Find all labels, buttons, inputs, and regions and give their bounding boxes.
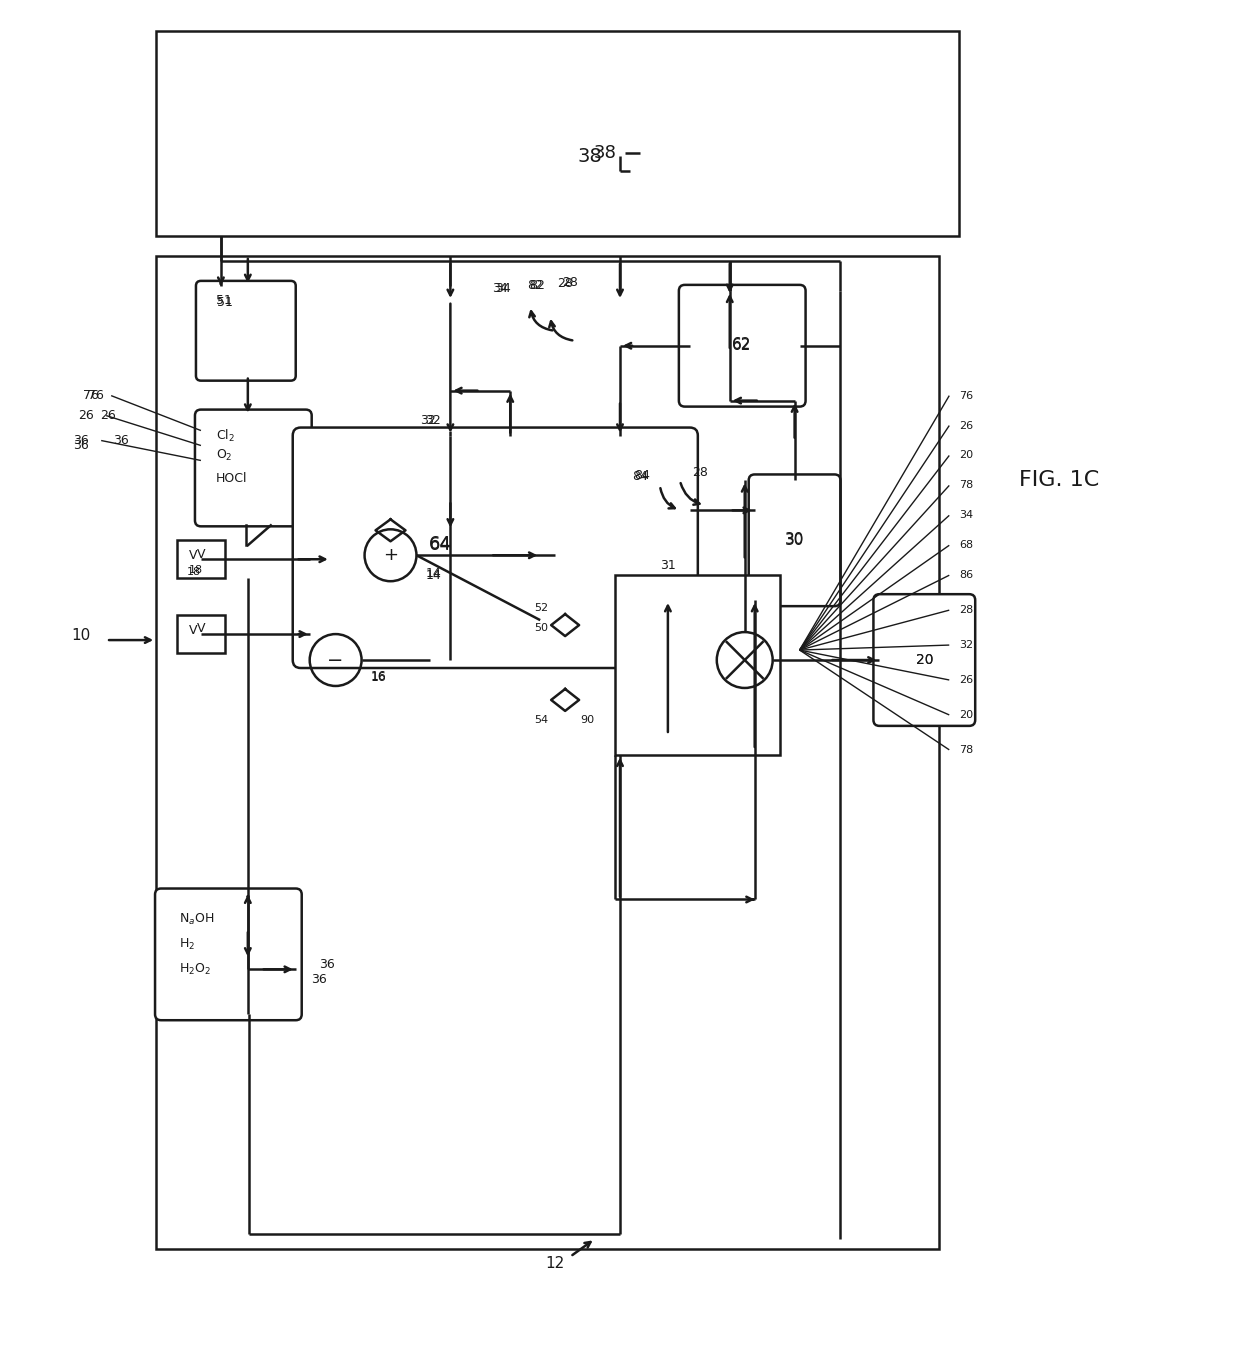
- Text: 82: 82: [529, 279, 546, 293]
- Text: 84: 84: [634, 469, 650, 483]
- FancyBboxPatch shape: [873, 594, 975, 725]
- Text: FIG. 1C: FIG. 1C: [1019, 470, 1099, 491]
- Text: 51: 51: [217, 297, 233, 309]
- Text: 34: 34: [960, 511, 973, 520]
- Text: 26: 26: [100, 408, 117, 422]
- Text: 14: 14: [425, 566, 441, 580]
- FancyBboxPatch shape: [195, 410, 311, 526]
- Text: 76: 76: [960, 391, 973, 400]
- Text: 16: 16: [371, 670, 387, 683]
- Text: Cl$_2$: Cl$_2$: [216, 427, 234, 443]
- Text: 31: 31: [660, 558, 676, 572]
- Text: 30: 30: [785, 532, 805, 547]
- Text: 32: 32: [419, 414, 435, 427]
- Text: N$_a$OH: N$_a$OH: [179, 911, 215, 927]
- Text: H$_2$O$_2$: H$_2$O$_2$: [179, 961, 211, 977]
- Bar: [177, 615, 224, 652]
- Text: 28: 28: [557, 278, 573, 290]
- Bar: [615, 576, 780, 755]
- Text: V: V: [197, 621, 206, 635]
- Text: 12: 12: [546, 1256, 564, 1271]
- Text: 16: 16: [371, 671, 387, 685]
- Text: 52: 52: [534, 603, 548, 613]
- Text: 51: 51: [216, 294, 232, 307]
- Text: 38: 38: [578, 147, 603, 166]
- FancyBboxPatch shape: [155, 888, 301, 1020]
- Text: 78: 78: [960, 480, 973, 491]
- Text: 90: 90: [580, 714, 594, 725]
- Text: V: V: [188, 624, 197, 636]
- Text: O$_2$: O$_2$: [216, 448, 232, 464]
- Text: 82: 82: [527, 279, 543, 293]
- Text: 84: 84: [632, 470, 647, 483]
- Bar: [177, 541, 224, 578]
- Bar: [156, 256, 939, 1248]
- Text: 62: 62: [732, 338, 751, 353]
- Text: 28: 28: [692, 466, 708, 479]
- Text: 18: 18: [188, 565, 203, 576]
- Text: 20: 20: [915, 652, 932, 667]
- Text: 36: 36: [73, 434, 89, 448]
- Text: 34: 34: [492, 282, 508, 295]
- Text: 36: 36: [113, 434, 129, 448]
- Text: 28: 28: [960, 605, 973, 615]
- Text: 38: 38: [594, 144, 616, 162]
- FancyBboxPatch shape: [749, 474, 841, 607]
- Text: 76: 76: [88, 390, 104, 402]
- Text: 26: 26: [78, 408, 94, 422]
- Text: 20: 20: [960, 710, 973, 720]
- Text: HOCl: HOCl: [216, 472, 248, 485]
- Text: 76: 76: [83, 390, 99, 402]
- Text: 64: 64: [429, 535, 451, 553]
- Text: 62: 62: [732, 337, 751, 352]
- Text: 36: 36: [319, 958, 335, 971]
- Text: 68: 68: [960, 541, 973, 550]
- Text: 32: 32: [424, 414, 440, 427]
- Text: −: −: [327, 651, 343, 670]
- Text: +: +: [383, 546, 398, 565]
- Text: 30: 30: [785, 532, 805, 547]
- Text: 20: 20: [915, 652, 932, 667]
- Text: 86: 86: [960, 570, 973, 580]
- Bar: [156, 31, 960, 236]
- Text: 54: 54: [534, 714, 548, 725]
- Text: 32: 32: [960, 640, 973, 650]
- Text: 36: 36: [311, 973, 326, 985]
- FancyBboxPatch shape: [196, 280, 295, 380]
- Text: V: V: [197, 547, 206, 561]
- Text: 28: 28: [562, 276, 578, 290]
- FancyBboxPatch shape: [293, 427, 698, 669]
- Text: 34: 34: [496, 282, 511, 295]
- Text: 78: 78: [960, 745, 973, 755]
- Text: H$_2$: H$_2$: [179, 937, 195, 952]
- Text: 64: 64: [429, 537, 451, 554]
- Text: 50: 50: [534, 623, 548, 634]
- FancyBboxPatch shape: [678, 284, 806, 407]
- Text: 18: 18: [187, 568, 201, 577]
- Text: 26: 26: [960, 421, 973, 430]
- Text: 14: 14: [425, 569, 441, 582]
- Text: 26: 26: [960, 675, 973, 685]
- Text: 20: 20: [960, 450, 973, 461]
- Text: 36: 36: [73, 439, 89, 452]
- Text: 10: 10: [72, 628, 91, 643]
- Text: V: V: [188, 549, 197, 562]
